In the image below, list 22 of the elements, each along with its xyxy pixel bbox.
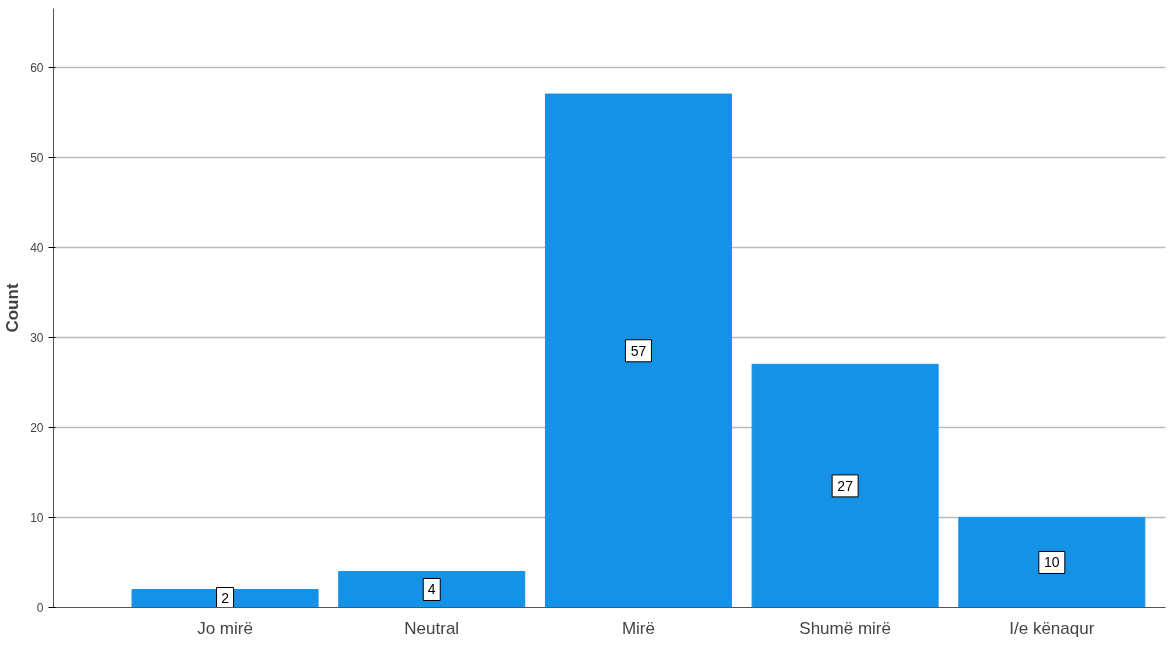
bar [338,570,526,608]
data-label: 10 [1044,554,1060,571]
y-tick-label: 10 [30,510,44,525]
bar [544,93,732,608]
data-label: 57 [630,342,647,359]
data-label: 4 [427,581,436,598]
bar [751,363,939,608]
y-tick-label: 60 [30,60,44,75]
y-axis-title: Count [3,283,23,333]
bar [958,516,1146,608]
y-tick-label: 30 [30,330,44,345]
data-label: 27 [837,477,854,494]
x-tick-label: Mirë [621,618,655,638]
y-tick-label: 0 [36,601,44,615]
data-label: 2 [221,590,230,607]
y-tick-label: 40 [30,240,44,255]
x-tick-label: Shumë mirë [799,618,891,638]
x-tick-label: I/e kënaqur [1009,618,1095,638]
x-tick-label: Jo mirë [197,618,253,638]
y-tick-label: 20 [30,420,44,435]
y-tick-label: 50 [30,150,44,165]
x-tick-label: Neutral [404,618,460,638]
